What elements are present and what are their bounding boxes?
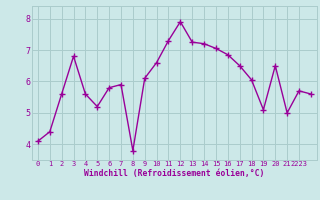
X-axis label: Windchill (Refroidissement éolien,°C): Windchill (Refroidissement éolien,°C)	[84, 169, 265, 178]
